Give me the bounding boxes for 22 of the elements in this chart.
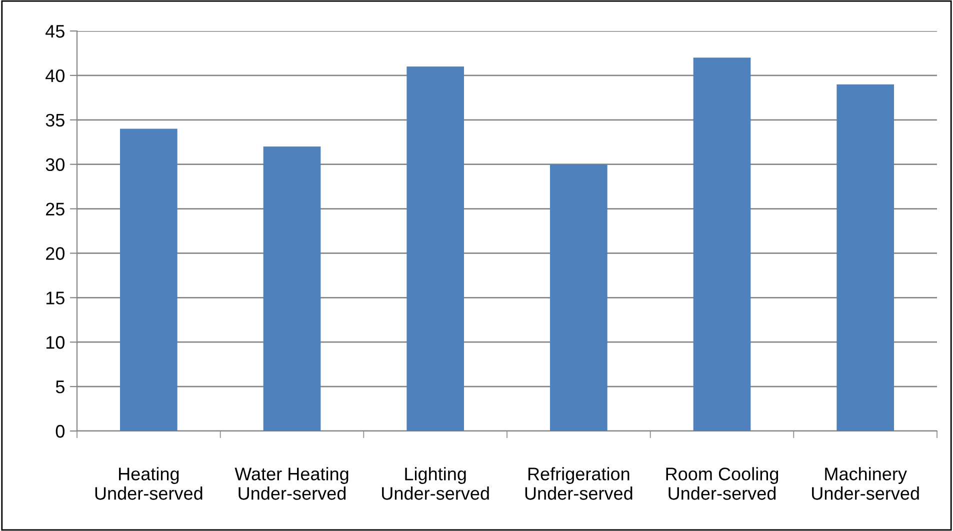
y-tick-label: 10 [46,336,64,349]
y-tick-label: 0 [56,424,64,438]
y-tick-label: 15 [46,292,64,304]
y-tick-label: 40 [46,69,64,82]
y-tick-label: 30 [46,158,64,172]
bar [406,66,464,431]
bar [693,58,751,431]
y-tick-label: 20 [46,247,64,260]
x-tick-label: Machinery Under-served [812,467,919,500]
y-tick-label: 25 [46,202,64,216]
x-tick-label: Room Cooling Under-served [666,467,778,500]
y-tick-label: 5 [56,380,64,394]
bar [550,164,608,431]
y-tick-label: 45 [46,25,64,38]
bar [836,84,894,431]
x-tick-label: Water Heating Under-served [234,467,348,500]
x-tick-label: Refrigeration Under-served [525,467,632,500]
y-tick-label: 35 [46,114,64,127]
bar [120,128,178,431]
x-tick-label: Heating Under-served [95,467,202,500]
x-tick-label: Lighting Under-served [382,467,489,500]
bar [263,146,321,431]
